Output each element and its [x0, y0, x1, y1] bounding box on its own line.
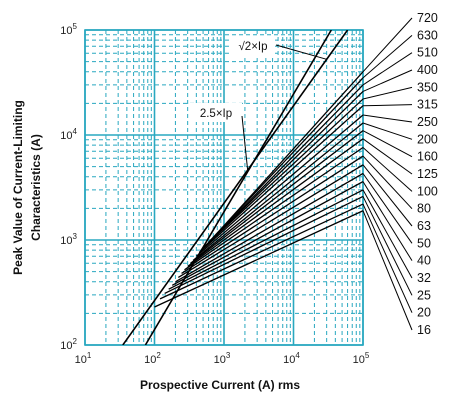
- series-line-125: [187, 138, 363, 267]
- rating-label-125: 125: [417, 167, 438, 181]
- leader-line-400: [362, 69, 413, 92]
- x-tick-label: 102: [144, 351, 161, 366]
- series-line-160: [190, 130, 363, 264]
- annotation-box-sqrt2-ip: [231, 36, 275, 55]
- leader-line-125: [362, 138, 413, 175]
- x-tick-label: 103: [214, 351, 231, 366]
- annotation-label-sqrt2-ip: √2×Ip: [238, 40, 267, 53]
- leader-line-63: [362, 164, 413, 227]
- leader-line-100: [362, 147, 413, 192]
- y-axis-title-line-1: Peak Value of Current-Limiting: [11, 100, 25, 275]
- leader-line-40: [362, 181, 413, 261]
- rating-labels: 720 630 510 400 350 315 250 200 160 125 100 80 63 50 4…: [362, 11, 438, 337]
- rating-label-250: 250: [417, 115, 438, 129]
- rating-label-32: 32: [417, 271, 431, 285]
- series-line-510: [206, 84, 363, 246]
- rating-label-50: 50: [417, 236, 431, 250]
- rating-label-40: 40: [417, 254, 431, 268]
- y-tick-label: 105: [60, 22, 77, 37]
- leader-line-630: [362, 34, 413, 79]
- rating-label-25: 25: [417, 288, 431, 302]
- annotation-label-2-5-ip: 2.5×Ip: [200, 108, 232, 120]
- rating-label-16: 16: [417, 323, 431, 337]
- rating-label-100: 100: [417, 184, 438, 198]
- leader-line-720: [362, 17, 413, 73]
- series-line-20: [159, 203, 363, 300]
- series-line-350: [201, 98, 363, 250]
- leader-line-80: [362, 155, 413, 210]
- leader-line-25: [362, 196, 413, 296]
- series-line-200: [192, 122, 363, 261]
- leader-line-160: [362, 130, 413, 158]
- series-line-80: [181, 155, 363, 275]
- rating-label-400: 400: [417, 63, 438, 77]
- annotation-leader-2-5-ip: [241, 115, 249, 172]
- series-line-315: [198, 105, 363, 253]
- grid: [84, 29, 364, 346]
- y-axis-title: Peak Value of Current-Limiting Characteri…: [11, 100, 43, 275]
- reference-line-2-5-ip: [144, 30, 333, 345]
- series-line-400: [203, 90, 363, 248]
- annotations: √2×Ip 2.5×Ip: [190, 36, 327, 172]
- rating-label-510: 510: [417, 46, 438, 60]
- rating-label-315: 315: [417, 98, 438, 112]
- rating-label-350: 350: [417, 80, 438, 94]
- x-tick-label: 104: [283, 351, 300, 366]
- series-line-63: [177, 164, 363, 278]
- leader-line-32: [362, 189, 413, 279]
- rating-label-20: 20: [417, 306, 431, 320]
- series-line-32: [168, 189, 363, 290]
- rating-label-630: 630: [417, 28, 438, 42]
- x-axis-title: Prospective Current (A) rms: [140, 378, 300, 392]
- rating-label-63: 63: [417, 219, 431, 233]
- x-tick-label: 101: [75, 351, 92, 366]
- plot-frame: [84, 29, 364, 346]
- y-axis-title-line-2: Characteristics (A): [29, 134, 43, 241]
- leader-line-20: [362, 203, 413, 313]
- leader-line-315: [362, 104, 413, 107]
- series-line-40: [171, 181, 363, 286]
- series-lines: [122, 30, 363, 345]
- rating-label-80: 80: [417, 202, 431, 216]
- series-line-50: [175, 172, 363, 283]
- series-line-630: [208, 77, 363, 243]
- rating-label-720: 720: [417, 11, 438, 25]
- series-line-250: [195, 114, 363, 257]
- leader-line-350: [362, 86, 413, 100]
- leader-line-16: [362, 210, 413, 331]
- rating-label-160: 160: [417, 150, 438, 164]
- series-line-16: [154, 210, 363, 308]
- y-tick-label: 104: [60, 127, 77, 142]
- reference-line-sqrt2-ip: [122, 30, 349, 345]
- y-tick-label: 102: [60, 337, 77, 352]
- annotation-leader-sqrt2-ip: [275, 44, 327, 60]
- rating-label-200: 200: [417, 132, 438, 146]
- annotation-box-2-5-ip: [190, 103, 242, 122]
- series-line-100: [184, 146, 363, 271]
- x-tick-label: 105: [353, 351, 370, 366]
- series-line-25: [164, 195, 363, 294]
- y-tick-label: 103: [60, 232, 77, 247]
- leader-line-200: [362, 122, 413, 140]
- leader-line-510: [362, 52, 413, 86]
- leader-line-250: [362, 114, 413, 123]
- leader-line-50: [362, 173, 413, 244]
